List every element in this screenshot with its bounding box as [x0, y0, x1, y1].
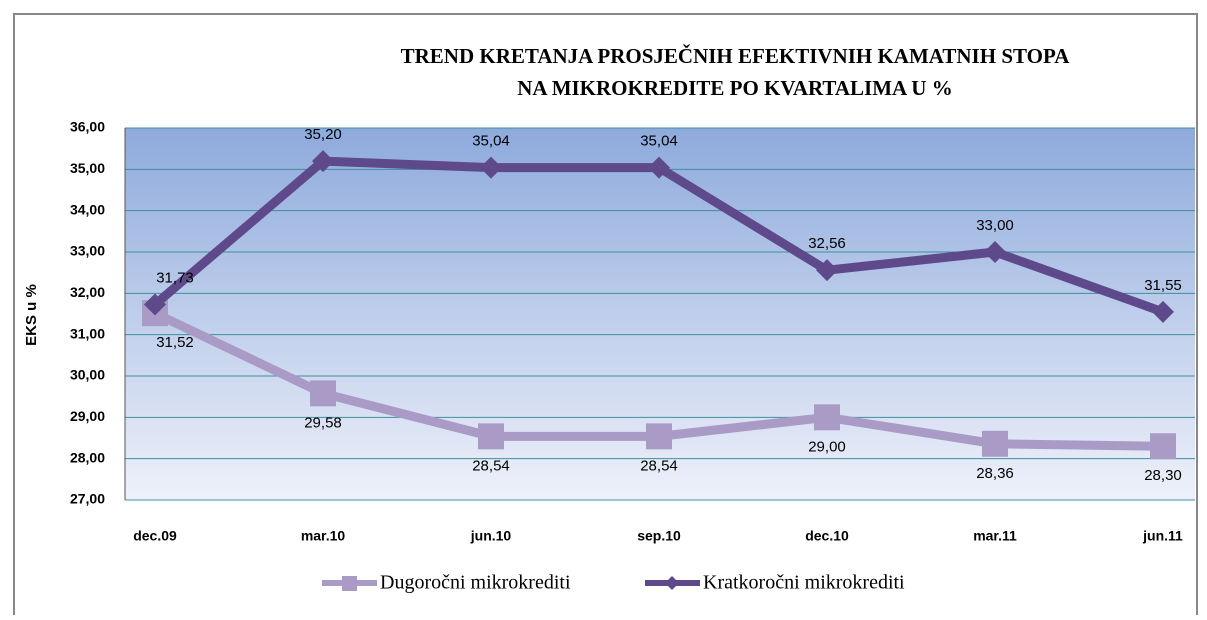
y-tick-label: 30,00	[70, 367, 105, 383]
legend-marker	[665, 576, 679, 590]
data-label: 29,58	[304, 414, 342, 431]
y-axis-label: EKS u %	[23, 284, 40, 346]
x-tick-label: sep.10	[637, 528, 681, 544]
marker	[1152, 300, 1174, 323]
marker	[816, 259, 838, 282]
x-tick-label: jun.10	[470, 528, 512, 544]
chart-title: NA MIKROKREDITE PO KVARTALIMA U %	[517, 76, 952, 100]
data-label: 28,54	[640, 457, 678, 474]
data-label: 28,54	[472, 457, 510, 474]
data-label: 32,56	[808, 235, 846, 252]
x-tick-label: dec.09	[133, 528, 177, 544]
data-label: 31,52	[156, 334, 194, 351]
data-label: 35,20	[304, 126, 342, 143]
data-label: 35,04	[472, 133, 510, 150]
data-label: 29,00	[808, 438, 846, 455]
data-label: 35,04	[640, 133, 678, 150]
y-tick-label: 33,00	[70, 243, 105, 259]
marker	[984, 241, 1006, 263]
marker	[312, 150, 334, 173]
x-tick-label: jun.11	[1142, 528, 1183, 544]
y-tick-label: 29,00	[70, 408, 105, 424]
marker	[646, 423, 672, 450]
x-tick-label: dec.10	[805, 528, 849, 544]
marker	[478, 423, 504, 450]
legend-label: Dugoročni mikrokrediti	[380, 572, 571, 594]
data-label: 33,00	[976, 217, 1014, 234]
data-label: 28,36	[976, 465, 1014, 482]
y-tick-label: 34,00	[70, 201, 105, 217]
marker	[648, 156, 670, 179]
y-tick-label: 31,00	[70, 325, 105, 341]
chart-title: TREND KRETANJA PROSJEČNIH EFEKTIVNIH KAM…	[401, 44, 1071, 68]
marker	[480, 156, 502, 179]
x-tick-label: mar.10	[301, 528, 346, 544]
legend-label: Kratkoročni mikrokrediti	[703, 572, 905, 594]
marker	[814, 404, 840, 431]
marker	[310, 380, 336, 407]
marker	[1150, 433, 1176, 460]
y-tick-label: 36,00	[70, 119, 105, 135]
y-tick-label: 27,00	[70, 491, 105, 507]
marker	[982, 430, 1008, 457]
y-tick-label: 28,00	[70, 449, 105, 465]
x-tick-label: mar.11	[973, 528, 1017, 544]
y-tick-label: 32,00	[70, 284, 105, 300]
data-label: 28,30	[1144, 467, 1182, 484]
marker	[144, 293, 166, 316]
data-label: 31,73	[156, 269, 194, 286]
legend-marker	[342, 576, 357, 591]
data-label: 31,55	[1144, 277, 1182, 294]
y-tick-label: 35,00	[70, 160, 105, 176]
